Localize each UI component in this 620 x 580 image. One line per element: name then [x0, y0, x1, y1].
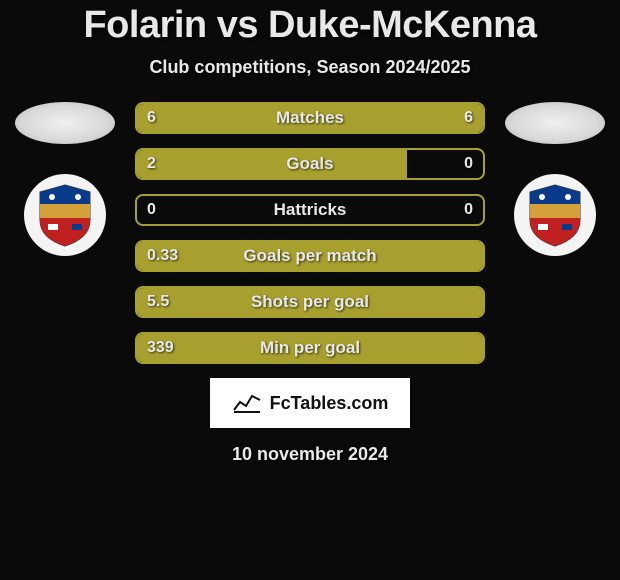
- main-content: 6Matches62Goals00Hattricks00.33Goals per…: [0, 102, 620, 364]
- right-player-column: [505, 102, 605, 256]
- stat-row: 5.5Shots per goal: [135, 286, 485, 318]
- stat-label: Hattricks: [137, 196, 483, 224]
- crest-shield-icon: [30, 180, 100, 250]
- left-player-photo: [15, 102, 115, 144]
- page-title: Folarin vs Duke-McKenna: [83, 4, 536, 47]
- watermark: FcTables.com: [210, 378, 410, 428]
- stat-row: 6Matches6: [135, 102, 485, 134]
- left-club-crest: [24, 174, 106, 256]
- crest-shield-icon: [520, 180, 590, 250]
- subtitle: Club competitions, Season 2024/2025: [149, 57, 470, 78]
- stat-value-right: 0: [464, 196, 473, 224]
- right-player-photo: [505, 102, 605, 144]
- stat-row: 0Hattricks0: [135, 194, 485, 226]
- watermark-text: FcTables.com: [270, 393, 389, 414]
- stat-label: Shots per goal: [137, 288, 483, 316]
- stat-label: Goals: [137, 150, 483, 178]
- stat-label: Matches: [137, 104, 483, 132]
- stat-label: Min per goal: [137, 334, 483, 362]
- stat-row: 2Goals0: [135, 148, 485, 180]
- stat-label: Goals per match: [137, 242, 483, 270]
- stats-column: 6Matches62Goals00Hattricks00.33Goals per…: [135, 102, 485, 364]
- chart-icon: [232, 392, 262, 414]
- stat-row: 0.33Goals per match: [135, 240, 485, 272]
- stat-value-right: 0: [464, 150, 473, 178]
- date-text: 10 november 2024: [232, 444, 388, 465]
- stat-value-right: 6: [464, 104, 473, 132]
- right-club-crest: [514, 174, 596, 256]
- left-player-column: [15, 102, 115, 256]
- stat-row: 339Min per goal: [135, 332, 485, 364]
